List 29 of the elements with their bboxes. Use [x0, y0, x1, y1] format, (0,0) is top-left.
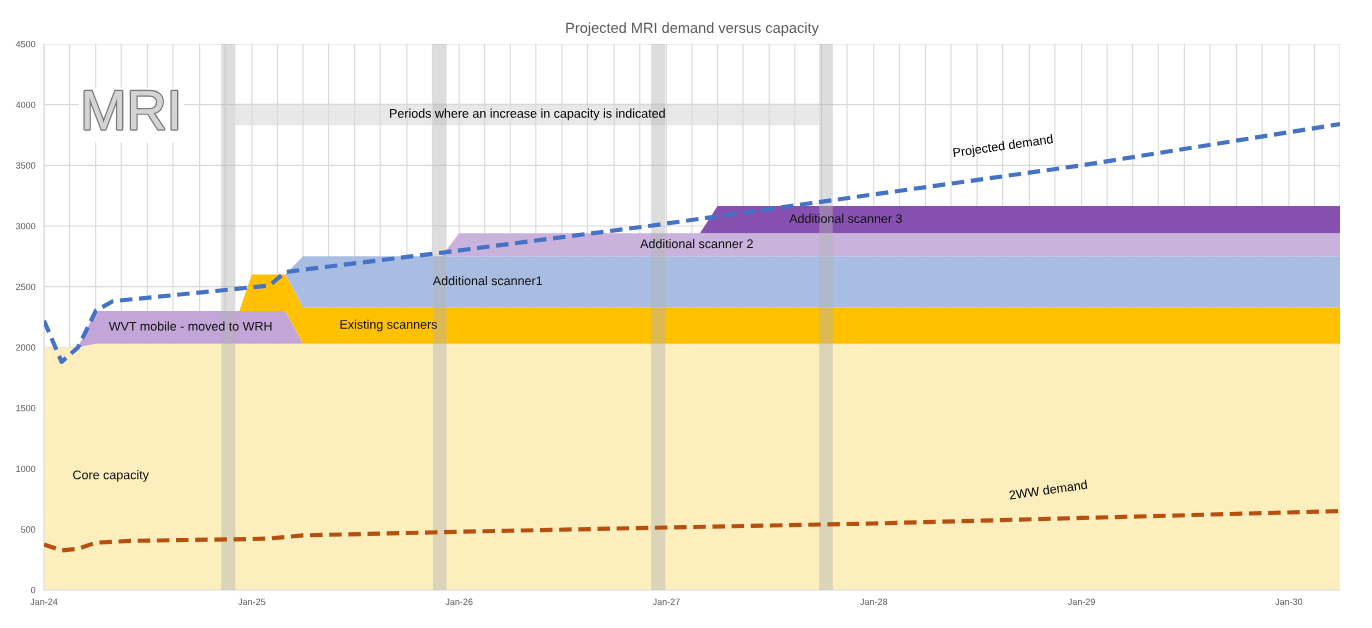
x-tick-label: Jan-29 [1067, 598, 1095, 605]
x-tick-label: Jan-26 [445, 598, 473, 605]
x-tick-label: Jan-25 [238, 598, 266, 605]
series-label: Core capacity [73, 470, 149, 482]
y-tick-label: 2500 [16, 283, 36, 291]
annotation: MRI [84, 91, 177, 130]
y-tick-label: 0 [31, 586, 36, 594]
x-tick-label: Jan-30 [1275, 598, 1303, 605]
x-tick-label: Jan-27 [652, 598, 680, 605]
y-tick-label: 3000 [15, 222, 36, 230]
series-label: WVT mobile - moved to WRH [108, 321, 272, 331]
chart-title: Projected MRI demand versus capacity [566, 22, 819, 36]
text: Projected demand [953, 134, 1054, 160]
y-tick-label: 1500 [16, 404, 36, 412]
y-tick-label: 1000 [16, 465, 36, 473]
series-label: Additional scanner 2 [640, 238, 753, 249]
y-tick-label: 4000 [15, 101, 36, 109]
text: 2WW demand [1009, 479, 1088, 500]
series-label: Additional scanner 3 [789, 213, 902, 223]
series-label: Existing scanners [340, 319, 437, 332]
y-tick-label: 4500 [15, 40, 36, 48]
x-tick-label: Jan-28 [860, 598, 888, 605]
series-label: Additional scanner1 [432, 275, 542, 286]
x-tick-label: Jan-24 [30, 598, 58, 605]
y-tick-label: 3500 [15, 162, 36, 169]
y-tick-label: 2000 [16, 344, 36, 351]
line-series [44, 509, 1340, 553]
annotation: Periods where an increase in capacity is indicated [390, 108, 665, 121]
y-tick-label: 500 [20, 526, 36, 533]
